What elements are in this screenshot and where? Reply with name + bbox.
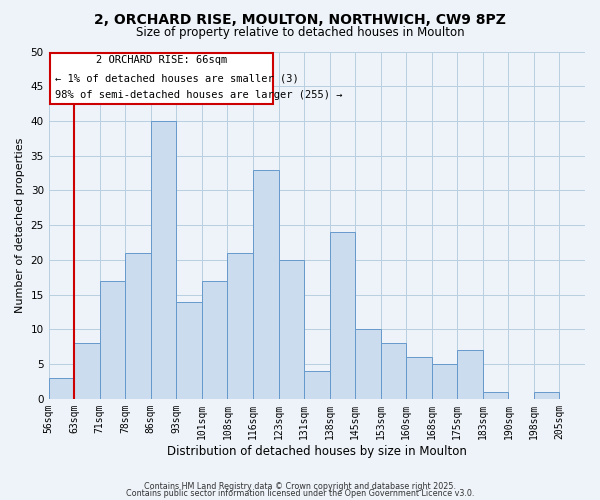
Bar xyxy=(483,392,508,399)
Bar xyxy=(74,344,100,399)
Bar xyxy=(278,260,304,399)
Bar xyxy=(100,280,125,399)
FancyBboxPatch shape xyxy=(50,53,274,104)
Bar xyxy=(457,350,483,399)
Y-axis label: Number of detached properties: Number of detached properties xyxy=(15,138,25,313)
Bar xyxy=(380,344,406,399)
Bar xyxy=(125,253,151,399)
Bar xyxy=(253,170,278,399)
Bar xyxy=(406,357,432,399)
Bar xyxy=(355,330,380,399)
Text: Contains public sector information licensed under the Open Government Licence v3: Contains public sector information licen… xyxy=(126,489,474,498)
Bar xyxy=(151,121,176,399)
Text: 98% of semi-detached houses are larger (255) →: 98% of semi-detached houses are larger (… xyxy=(55,90,343,100)
Bar xyxy=(227,253,253,399)
Text: ← 1% of detached houses are smaller (3): ← 1% of detached houses are smaller (3) xyxy=(55,73,299,83)
Text: Size of property relative to detached houses in Moulton: Size of property relative to detached ho… xyxy=(136,26,464,39)
Text: 2 ORCHARD RISE: 66sqm: 2 ORCHARD RISE: 66sqm xyxy=(96,56,227,66)
Bar xyxy=(329,232,355,399)
Bar xyxy=(176,302,202,399)
Bar xyxy=(432,364,457,399)
Bar xyxy=(49,378,74,399)
Bar xyxy=(202,280,227,399)
Bar xyxy=(304,371,329,399)
Text: Contains HM Land Registry data © Crown copyright and database right 2025.: Contains HM Land Registry data © Crown c… xyxy=(144,482,456,491)
Text: 2, ORCHARD RISE, MOULTON, NORTHWICH, CW9 8PZ: 2, ORCHARD RISE, MOULTON, NORTHWICH, CW9… xyxy=(94,12,506,26)
X-axis label: Distribution of detached houses by size in Moulton: Distribution of detached houses by size … xyxy=(167,444,467,458)
Bar xyxy=(534,392,559,399)
